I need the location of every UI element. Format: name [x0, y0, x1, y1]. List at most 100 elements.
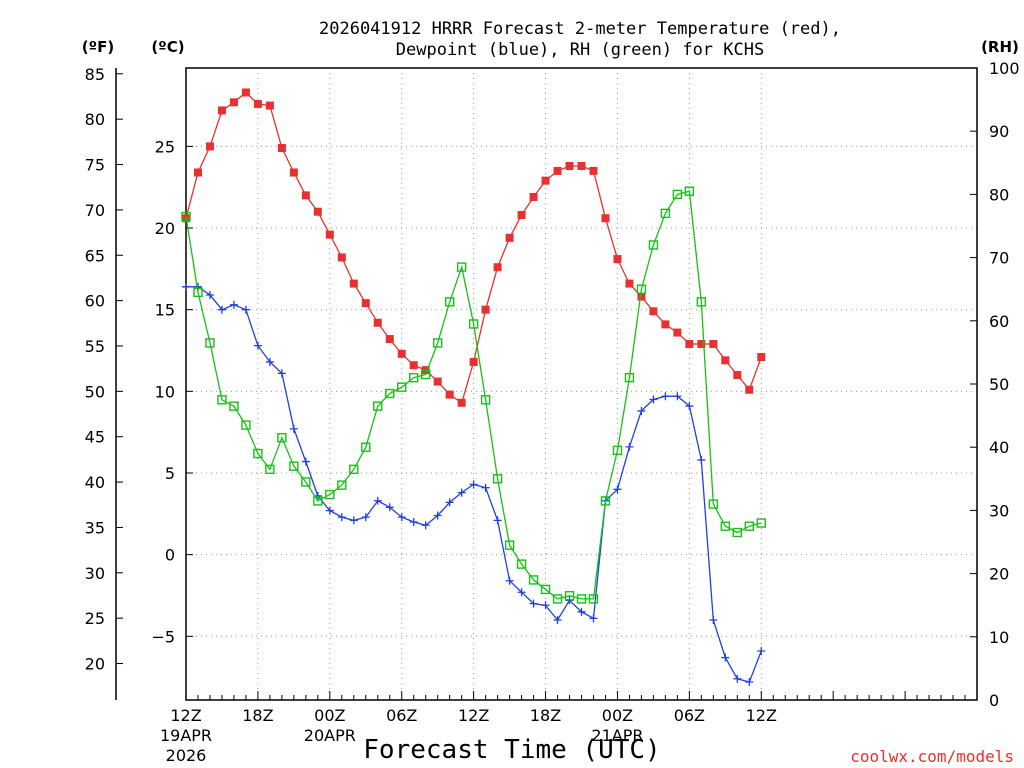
rh-tick-label: 70	[989, 249, 1009, 268]
rh-tick-label: 90	[989, 122, 1009, 141]
fahrenheit-tick-label: 35	[85, 518, 105, 537]
dewpoint-point	[217, 305, 226, 314]
rh-point	[528, 575, 539, 585]
temperature-point	[733, 371, 742, 380]
temperature-point	[253, 99, 262, 108]
temperature-point	[745, 385, 754, 394]
dewpoint-point	[577, 607, 586, 616]
rh-point	[732, 527, 743, 538]
dewpoint-point	[553, 615, 562, 624]
fahrenheit-unit-label: (ºF)	[82, 38, 114, 56]
rh-point	[205, 338, 215, 348]
rh-point	[492, 474, 503, 484]
temperature-point	[445, 390, 454, 399]
x-axis-title: Forecast Time (UTC)	[363, 735, 660, 765]
series-line	[185, 190, 762, 600]
x-date-label: 21APR	[591, 726, 643, 745]
rh-point	[672, 189, 683, 200]
x-tick-label: 18Z	[242, 706, 273, 725]
rh-point	[696, 297, 707, 307]
dewpoint-point	[673, 392, 682, 401]
rh-tick-label: 0	[989, 691, 999, 710]
dewpoint-point	[661, 392, 670, 401]
temperature-point	[721, 356, 730, 365]
dewpoint-point	[385, 503, 394, 512]
fahrenheit-tick-label: 70	[85, 201, 105, 220]
x-tick-label: 00Z	[602, 706, 633, 725]
rh-point	[385, 388, 395, 399]
temperature-point	[697, 339, 706, 348]
temperature-point	[625, 279, 634, 288]
temperature-point	[577, 161, 586, 170]
dewpoint-point	[745, 678, 754, 687]
dewpoint-point	[529, 599, 538, 608]
rh-point	[313, 496, 323, 506]
dewpoint-point	[493, 516, 502, 525]
fahrenheit-tick-label: 55	[85, 337, 105, 356]
dewpoint-point	[397, 513, 406, 522]
dewpoint-point	[481, 483, 490, 492]
x-year-label: 2026	[166, 746, 207, 765]
dewpoint-point	[709, 615, 718, 624]
temperature-point	[469, 357, 478, 366]
rh-point	[217, 395, 227, 405]
dewpoint-point	[349, 516, 358, 525]
temperature-point	[505, 233, 514, 242]
temperature-point	[553, 166, 562, 175]
credit-link[interactable]: coolwx.com/models	[850, 747, 1014, 766]
dewpoint-point	[301, 457, 310, 466]
rh-point	[588, 594, 599, 604]
rh-point	[468, 319, 479, 329]
temperature-point	[361, 299, 370, 308]
series-dewpoint	[182, 282, 766, 687]
rh-tick-label: 40	[989, 438, 1009, 457]
temperature-point	[661, 320, 670, 329]
x-tick-label: 18Z	[530, 706, 561, 725]
celsius-tick-label: 5	[165, 464, 175, 483]
celsius-tick-label: 25	[155, 137, 175, 156]
rh-point	[540, 584, 551, 595]
rh-point	[325, 489, 335, 500]
dewpoint-point	[649, 395, 658, 404]
temperature-point	[589, 166, 598, 175]
dewpoint-point	[721, 653, 730, 662]
dewpoint-point	[182, 282, 190, 291]
celsius-tick-label: 15	[155, 301, 175, 320]
celsius-unit-label: (ºC)	[151, 38, 184, 56]
rh-point	[564, 591, 575, 601]
tick-labels: 85807570656055504540353025202520151050−5…	[85, 59, 1020, 765]
dewpoint-point	[445, 498, 454, 507]
dewpoint-point	[589, 614, 598, 623]
fahrenheit-tick-label: 65	[85, 246, 105, 265]
fahrenheit-tick-label: 75	[85, 156, 105, 175]
temperature-point	[457, 398, 466, 407]
temperature-point	[289, 168, 298, 177]
rh-point	[373, 401, 383, 411]
x-tick-label: 12Z	[458, 706, 489, 725]
temperature-point	[565, 161, 574, 170]
dewpoint-point	[361, 513, 370, 522]
fahrenheit-tick-label: 80	[85, 110, 105, 129]
data-series	[181, 88, 766, 687]
temperature-point	[385, 335, 394, 344]
rh-point	[420, 369, 431, 380]
rh-point	[552, 594, 563, 604]
temperature-point	[301, 191, 310, 200]
temperature-point	[529, 193, 538, 202]
rh-point	[277, 433, 287, 443]
dewpoint-point	[253, 341, 262, 350]
temperature-point	[397, 349, 406, 358]
rh-point	[684, 186, 695, 196]
rh-point	[253, 448, 263, 459]
dewpoint-point	[229, 300, 238, 309]
temperature-point	[757, 353, 766, 362]
rh-point	[265, 464, 275, 475]
temperature-point	[325, 230, 334, 239]
temperature-point	[241, 88, 250, 97]
dewpoint-point	[505, 576, 514, 585]
rh-point	[229, 401, 239, 411]
rh-point	[361, 442, 371, 452]
dewpoint-point	[265, 357, 274, 366]
temperature-point	[709, 339, 718, 348]
dewpoint-point	[409, 517, 418, 526]
